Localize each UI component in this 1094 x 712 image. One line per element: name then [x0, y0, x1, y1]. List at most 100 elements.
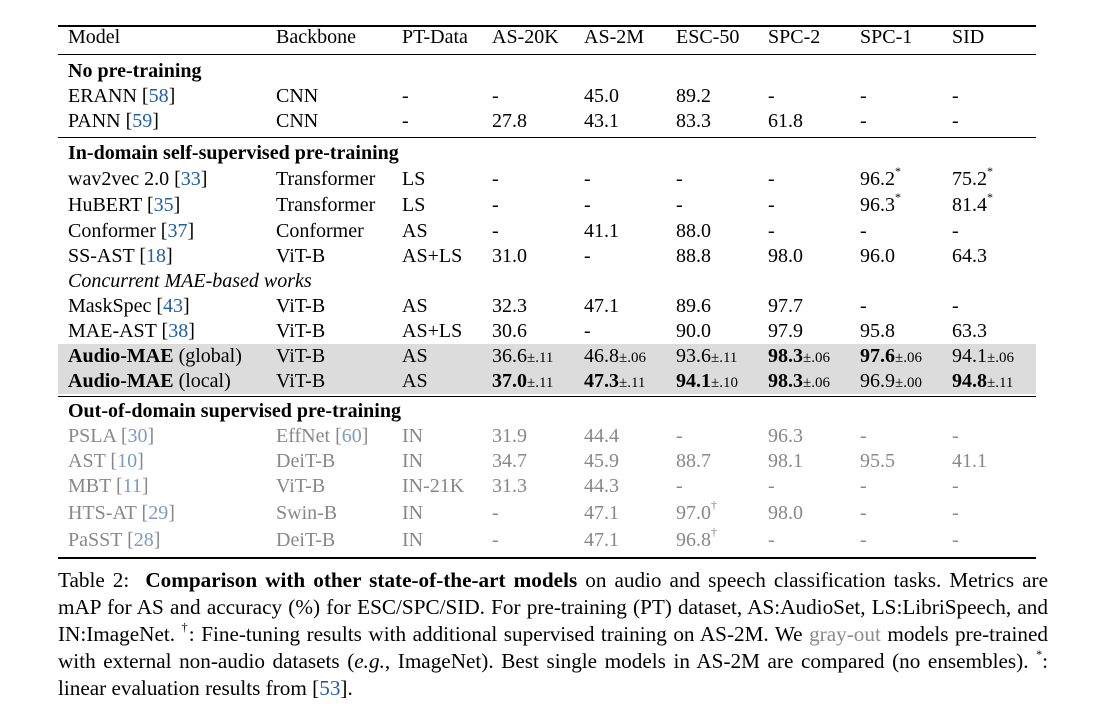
model-cell: ERANN [58] [68, 85, 176, 107]
as2m-cell: 46.8±.06 [584, 345, 646, 367]
spc2-cell: - [768, 85, 775, 107]
spc2-cell: - [768, 220, 775, 242]
as20k-cell: 36.6±.11 [492, 345, 554, 367]
as20k-cell: 31.0 [492, 245, 527, 267]
star-mark: * [987, 164, 993, 179]
sid-cell: 63.3 [952, 320, 987, 342]
subsection-title: Concurrent MAE-based works [68, 270, 312, 292]
table-row: AST [10] DeiT-B IN 34.7 45.9 88.7 98.1 9… [58, 449, 1036, 474]
as2m-cell: 47.1 [584, 502, 619, 524]
sid-cell: 75.2* [952, 164, 993, 190]
table-row: HuBERT [35] Transformer LS - - - - 96.3*… [58, 190, 1036, 218]
as2m-cell: 47.1 [584, 529, 619, 551]
backbone-cell: ViT-B [276, 370, 326, 392]
table-row: PaSST [28] DeiT-B IN - 47.1 96.8† - - - [58, 525, 1036, 553]
table-row: MAE-AST [38] ViT-B AS+LS 30.6 - 90.0 97.… [58, 319, 1036, 344]
model-cell: MBT [11] [68, 475, 149, 497]
spc2-cell: 98.0 [768, 502, 803, 524]
spc1-cell: - [860, 85, 867, 107]
subsection-header: Concurrent MAE-based works [58, 269, 1036, 294]
section-title: Out-of-domain supervised pre-training [68, 400, 401, 422]
table-row: wav2vec 2.0 [33] Transformer LS - - - - … [58, 164, 1036, 192]
dagger-mark: † [711, 525, 717, 540]
sid-cell: 94.1±.06 [952, 345, 1014, 367]
as2m-cell: 44.4 [584, 425, 619, 447]
highlight-row-global: Audio-MAE (global) ViT-B AS 36.6±.11 46.… [58, 344, 1036, 369]
col-header-sid: SID [952, 26, 985, 48]
sid-cell: - [952, 110, 959, 132]
esc-cell: 96.8† [676, 525, 717, 551]
model-cell: MAE-AST [38] [68, 320, 195, 342]
caption-title: Comparison with other state-of-the-art m… [145, 568, 578, 592]
spc1-cell: - [860, 529, 867, 551]
as20k-cell: 31.3 [492, 475, 527, 497]
spc2-cell: 96.3 [768, 425, 803, 447]
spc1-cell: - [860, 220, 867, 242]
pt-cell: IN-21K [402, 475, 465, 497]
col-header-esc50: ESC-50 [676, 26, 740, 48]
star-mark: * [987, 190, 993, 205]
spc1-cell: 96.3* [860, 190, 901, 216]
as20k-cell: 34.7 [492, 450, 527, 472]
spc2-cell: 97.9 [768, 320, 803, 342]
model-cell: PaSST [28] [68, 529, 161, 551]
sid-cell: 94.8±.11 [952, 370, 1014, 392]
esc-cell: 94.1±.10 [676, 370, 738, 392]
as20k-cell: - [492, 529, 499, 551]
spc2-cell: 97.7 [768, 295, 803, 317]
sid-cell: - [952, 85, 959, 107]
backbone-cell: DeiT-B [276, 450, 336, 472]
as2m-cell: 47.3±.11 [584, 370, 646, 392]
spc1-cell: 97.6±.06 [860, 345, 922, 367]
esc-cell: 83.3 [676, 110, 711, 132]
esc-cell: 88.0 [676, 220, 711, 242]
spc1-cell: 96.2* [860, 164, 901, 190]
backbone-cell: Conformer [276, 220, 364, 242]
dagger-mark: † [711, 498, 717, 513]
section-header: In-domain self-supervised pre-training [58, 141, 1036, 166]
star-mark: * [1036, 646, 1043, 661]
esc-cell: 88.8 [676, 245, 711, 267]
spc1-cell: 96.9±.00 [860, 370, 922, 392]
table-caption: Table 2: Comparison with other state-of-… [58, 568, 1048, 700]
spc2-cell: 98.1 [768, 450, 803, 472]
as2m-cell: 44.3 [584, 475, 619, 497]
citation-link[interactable]: 53 [319, 676, 341, 700]
table-row: HTS-AT [29] Swin-B IN - 47.1 97.0† 98.0 … [58, 498, 1036, 526]
as20k-cell: 37.0±.11 [492, 370, 554, 392]
as20k-cell: - [492, 502, 499, 524]
backbone-cell: ViT-B [276, 345, 326, 367]
table-row: PANN [59] CNN - 27.8 43.1 83.3 61.8 - - [58, 109, 1036, 134]
header-row: Model Backbone PT-Data AS-20K AS-2M ESC-… [58, 25, 1036, 50]
sid-cell: - [952, 295, 959, 317]
esc-cell: 89.2 [676, 85, 711, 107]
spc2-cell: 98.0 [768, 245, 803, 267]
esc-cell: 93.6±.11 [676, 345, 738, 367]
esc-cell: 88.7 [676, 450, 711, 472]
col-header-as20k: AS-20K [492, 26, 559, 48]
backbone-cell: ViT-B [276, 245, 326, 267]
section-header: No pre-training [58, 59, 1036, 84]
caption-label: Table 2: [58, 568, 130, 592]
esc-cell: 90.0 [676, 320, 711, 342]
backbone-cell: Transformer [276, 168, 376, 190]
col-header-pt-data: PT-Data [402, 26, 468, 48]
backbone-cell: CNN [276, 85, 319, 107]
section-title: No pre-training [68, 60, 202, 82]
model-cell: PANN [59] [68, 110, 159, 132]
esc-cell: - [676, 168, 683, 190]
table-row: Conformer [37] Conformer AS - 41.1 88.0 … [58, 219, 1036, 244]
backbone-cell: Swin-B [276, 502, 338, 524]
pt-cell: IN [402, 502, 424, 524]
col-header-backbone: Backbone [276, 26, 356, 48]
sid-cell: 64.3 [952, 245, 987, 267]
backbone-cell: ViT-B [276, 320, 326, 342]
as2m-cell: 43.1 [584, 110, 619, 132]
sid-cell: - [952, 220, 959, 242]
model-cell: AST [10] [68, 450, 144, 472]
pt-cell: AS [402, 345, 428, 367]
pt-cell: AS [402, 220, 428, 242]
spc2-cell: 98.3±.06 [768, 370, 830, 392]
pt-cell: AS+LS [402, 320, 463, 342]
pt-cell: AS [402, 295, 428, 317]
